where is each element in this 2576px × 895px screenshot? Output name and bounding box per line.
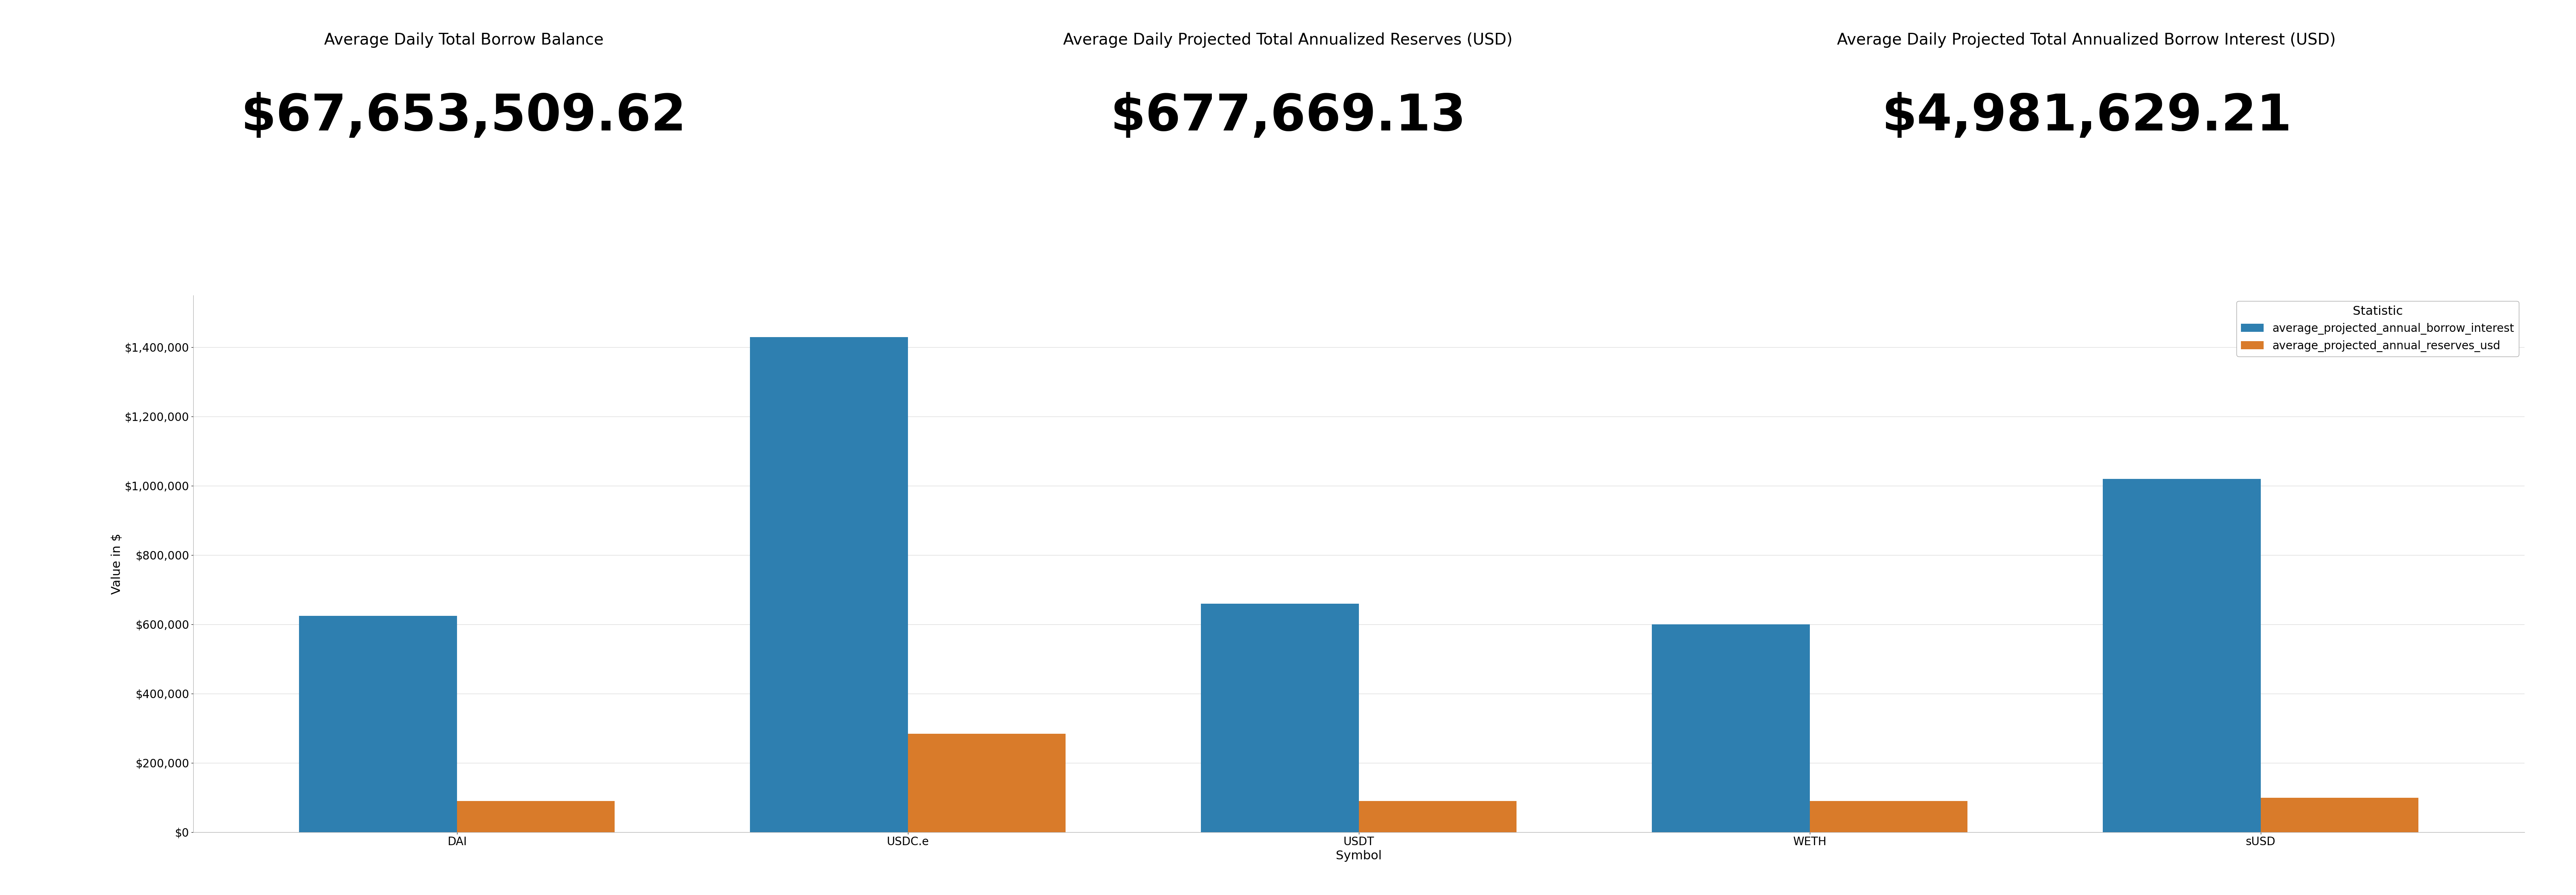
- Bar: [1651, 625, 1811, 832]
- Text: Average Daily Total Borrow Balance: Average Daily Total Borrow Balance: [325, 32, 603, 48]
- Bar: [2102, 479, 2262, 832]
- Legend: average_projected_annual_borrow_interest, average_projected_annual_reserves_usd: average_projected_annual_borrow_interest…: [2236, 301, 2519, 356]
- Bar: [1811, 801, 1968, 832]
- Bar: [2262, 797, 2419, 832]
- Text: $4,981,629.21: $4,981,629.21: [1880, 92, 2293, 141]
- Y-axis label: Value in $: Value in $: [111, 533, 124, 594]
- Bar: [456, 801, 616, 832]
- Text: Average Daily Projected Total Annualized Borrow Interest (USD): Average Daily Projected Total Annualized…: [1837, 32, 2336, 48]
- Text: Average Daily Projected Total Annualized Reserves (USD): Average Daily Projected Total Annualized…: [1064, 32, 1512, 48]
- Text: $677,669.13: $677,669.13: [1110, 92, 1466, 141]
- Bar: [750, 337, 907, 832]
- Text: $67,653,509.62: $67,653,509.62: [242, 92, 685, 141]
- Bar: [907, 734, 1066, 832]
- Bar: [299, 616, 456, 832]
- X-axis label: Symbol: Symbol: [1337, 850, 1381, 862]
- Bar: [1358, 801, 1517, 832]
- Bar: [1200, 604, 1360, 832]
